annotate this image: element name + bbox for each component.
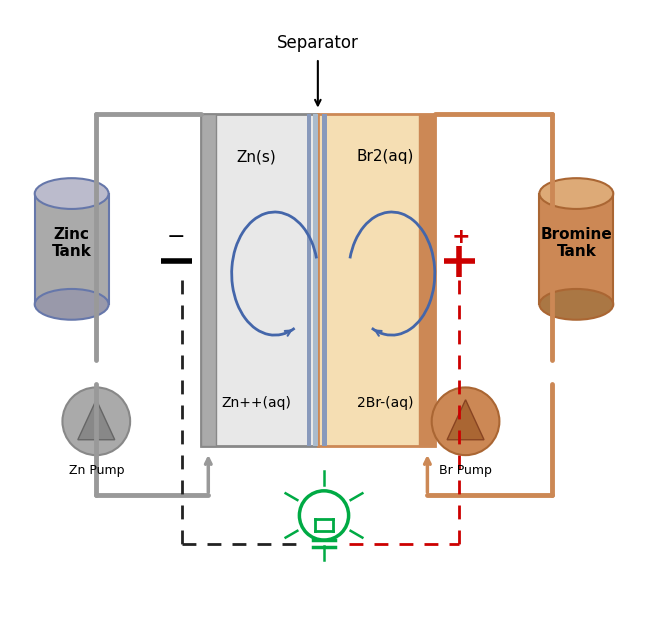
Circle shape [62, 388, 130, 455]
Bar [419, 114, 435, 446]
Polygon shape [78, 400, 115, 440]
FancyBboxPatch shape [201, 114, 318, 446]
Text: +: + [452, 227, 470, 247]
FancyBboxPatch shape [539, 194, 613, 304]
Text: Zn++(aq): Zn++(aq) [222, 396, 291, 410]
Text: Zinc
Tank: Zinc Tank [52, 227, 91, 259]
Text: Bromine
Tank: Bromine Tank [540, 227, 612, 259]
Text: −: − [167, 227, 185, 247]
Ellipse shape [539, 289, 613, 320]
Text: Br Pump: Br Pump [439, 465, 492, 478]
Text: 2Br-(aq): 2Br-(aq) [357, 396, 414, 410]
Polygon shape [447, 400, 484, 440]
Text: Zn Pump: Zn Pump [69, 465, 124, 478]
Text: Br2(aq): Br2(aq) [357, 149, 414, 164]
Ellipse shape [35, 289, 109, 320]
Bar [201, 114, 216, 446]
Circle shape [432, 388, 500, 455]
Ellipse shape [539, 178, 613, 209]
FancyBboxPatch shape [318, 114, 435, 446]
Text: Zn(s): Zn(s) [237, 149, 276, 164]
Bar [323, 114, 327, 446]
FancyBboxPatch shape [35, 194, 109, 304]
Text: Separator: Separator [277, 34, 359, 52]
Bar [313, 114, 318, 446]
Ellipse shape [35, 178, 109, 209]
Bar [307, 114, 312, 446]
